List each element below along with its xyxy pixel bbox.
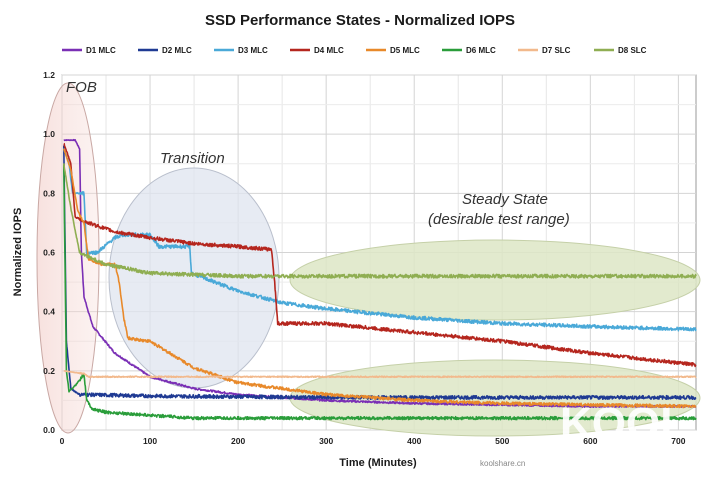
y-tick-label: 1.0: [43, 129, 55, 139]
watermark-logo: KOOL SHARE koolshare.cn: [480, 399, 693, 471]
x-tick-label: 0: [60, 436, 65, 446]
series-layer: [63, 138, 697, 421]
x-tick-label: 500: [495, 436, 509, 446]
legend-label: D8 SLC: [618, 46, 647, 55]
watermark-url: koolshare.cn: [480, 459, 525, 468]
watermark-main: KOOL: [560, 399, 687, 448]
transition-annotation: Transition: [160, 150, 225, 167]
series-line-d3-mlc: [63, 148, 697, 332]
x-tick-labels: 0 100 200 300 400 500 600 700: [60, 436, 686, 446]
legend-item: D6 MLC: [442, 46, 496, 55]
x-tick-label: 600: [583, 436, 597, 446]
fob-region: [36, 82, 100, 434]
legend-label: D4 MLC: [314, 46, 344, 55]
series-line-d7-slc: [63, 370, 697, 379]
y-tick-label: 1.2: [43, 70, 55, 80]
x-tick-label: 200: [231, 436, 245, 446]
series-line-d1-mlc: [63, 138, 697, 408]
legend-item: D4 MLC: [290, 46, 344, 55]
legend-label: D5 MLC: [390, 46, 420, 55]
chart-title: SSD Performance States - Normalized IOPS: [205, 12, 515, 29]
legend-label: D3 MLC: [238, 46, 268, 55]
legend-item: D3 MLC: [214, 46, 268, 55]
legend-label: D2 MLC: [162, 46, 192, 55]
steady-state-subannotation: (desirable test range): [428, 211, 570, 228]
x-tick-label: 700: [671, 436, 685, 446]
y-tick-label: 0.2: [43, 366, 55, 376]
fob-annotation: FOB: [66, 79, 97, 96]
legend-item: D1 MLC: [62, 46, 116, 55]
legend-label: D7 SLC: [542, 46, 571, 55]
legend-item: D2 MLC: [138, 46, 192, 55]
legend-label: D1 MLC: [86, 46, 116, 55]
series-line-d6-mlc: [63, 164, 697, 421]
transition-region: [108, 167, 280, 389]
y-tick-labels: 0.0 0.2 0.4 0.6 0.8 1.0 1.2: [43, 70, 55, 435]
legend-item: D8 SLC: [594, 46, 647, 55]
legend-item: D5 MLC: [366, 46, 420, 55]
steady-state-region-upper: [289, 239, 701, 321]
y-tick-label: 0.8: [43, 188, 55, 198]
x-axis-label: Time (Minutes): [339, 457, 417, 469]
series-line-d4-mlc: [63, 142, 697, 368]
y-tick-label: 0.4: [43, 307, 55, 317]
watermark-sub: SHARE: [556, 450, 693, 471]
x-tick-label: 400: [407, 436, 421, 446]
legend: D1 MLC D2 MLC D3 MLC D4 MLC D5 MLC D6 MLC D7 S…: [62, 46, 647, 55]
y-tick-label: 0.0: [43, 425, 55, 435]
legend-item: D7 SLC: [518, 46, 571, 55]
x-tick-label: 100: [143, 436, 157, 446]
y-axis-label: Normalized IOPS: [12, 208, 24, 297]
series-line-d8-slc: [63, 163, 697, 279]
y-tick-label: 0.6: [43, 248, 55, 258]
legend-label: D6 MLC: [466, 46, 496, 55]
series-line-d5-mlc: [63, 148, 697, 409]
steady-state-annotation: Steady State: [462, 191, 548, 208]
x-tick-label: 300: [319, 436, 333, 446]
